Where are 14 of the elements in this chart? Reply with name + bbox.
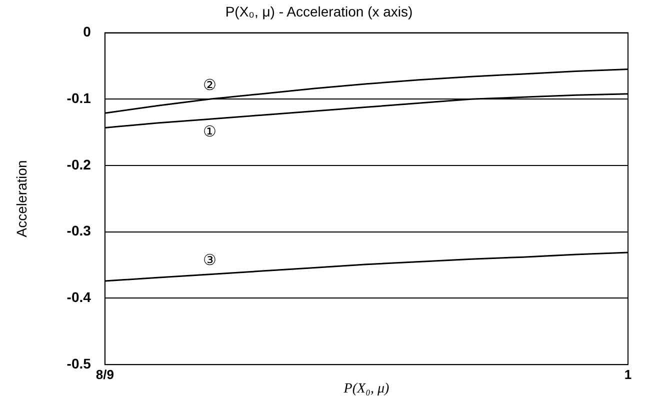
y-tick-label: -0.4 bbox=[66, 289, 92, 306]
chart-title: P(X₀, μ) - Acceleration (x axis) bbox=[225, 3, 413, 20]
y-tick-label: 0 bbox=[83, 24, 92, 40]
y-tick-label: -0.3 bbox=[66, 222, 92, 239]
x-tick-label: 8/9 bbox=[96, 366, 114, 382]
series-label: ③ bbox=[203, 252, 216, 269]
y-tick-label: -0.2 bbox=[66, 156, 92, 172]
x-tick-label: 1 bbox=[624, 366, 632, 382]
series-label: ② bbox=[203, 76, 216, 94]
x-axis-title: P(X₀, μ) bbox=[342, 381, 390, 396]
y-axis-title: Acceleration bbox=[13, 160, 30, 238]
y-tick-label: -0.1 bbox=[66, 90, 92, 106]
y-tick-label: -0.5 bbox=[66, 355, 92, 372]
series-label: ① bbox=[203, 124, 216, 141]
